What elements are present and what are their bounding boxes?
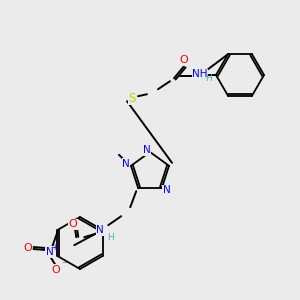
Text: N: N (46, 247, 53, 257)
Text: O: O (23, 243, 32, 253)
Text: O: O (69, 219, 78, 229)
Text: N: N (122, 159, 130, 169)
Text: N: N (143, 145, 151, 155)
Text: F: F (199, 68, 205, 82)
Text: ⁻: ⁻ (61, 260, 68, 270)
Text: H: H (107, 233, 114, 242)
Text: H: H (205, 74, 212, 83)
Text: O: O (180, 55, 188, 65)
Text: N: N (96, 225, 104, 235)
Text: O: O (51, 265, 60, 275)
Text: S: S (128, 92, 136, 105)
Text: NH: NH (192, 69, 208, 79)
Text: N: N (163, 185, 171, 195)
Text: +: + (51, 242, 58, 251)
